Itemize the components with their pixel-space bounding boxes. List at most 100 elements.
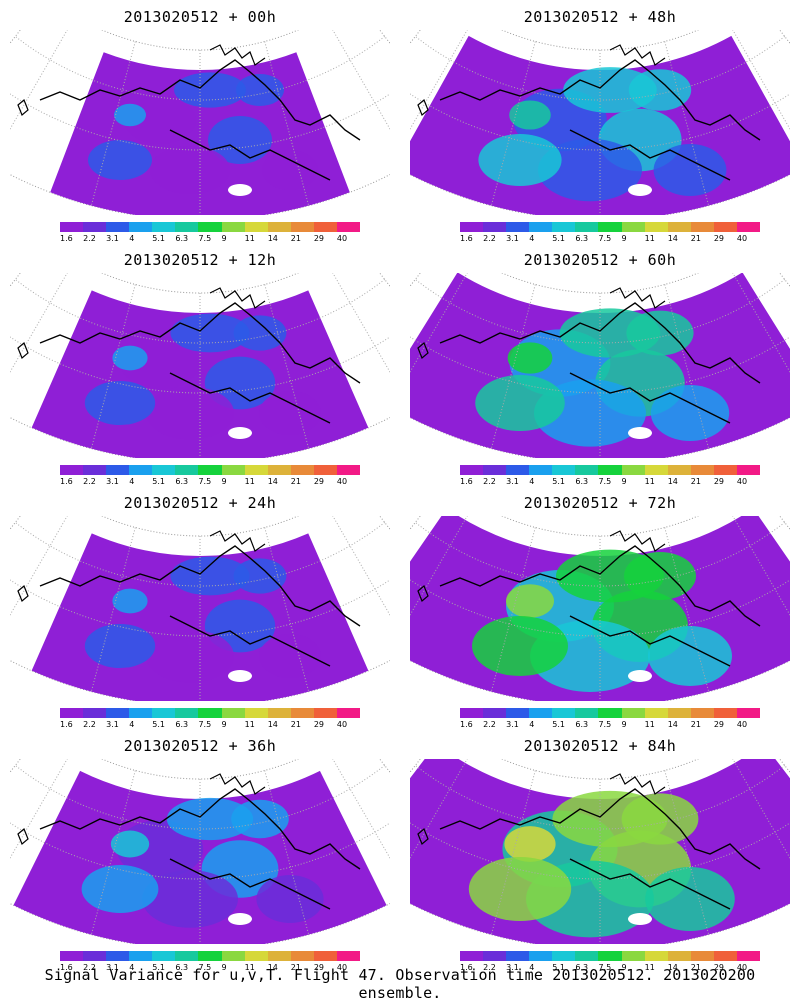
colorbar-swatch (667, 465, 691, 475)
missing-data-gap (228, 913, 252, 925)
colorbar-swatch (506, 708, 530, 718)
meridian-line (410, 273, 468, 374)
variance-blob (538, 138, 642, 202)
colorbar-swatch (460, 465, 484, 475)
colorbar-tick-label: 4 (529, 963, 535, 972)
meridian-line (10, 30, 68, 131)
island-outline (17, 44, 266, 116)
colorbar-swatch (83, 222, 107, 232)
colorbar-swatch (290, 222, 314, 232)
colorbar-tick-label: 1.6 (460, 234, 473, 243)
colorbar-swatch (152, 465, 176, 475)
colorbar-tick-label: 40 (336, 477, 348, 486)
colorbar-swatch (552, 708, 576, 718)
colorbar-tick-label: 9 (221, 477, 227, 486)
colorbar-tick-label: 4 (129, 477, 135, 486)
variance-blob (648, 626, 732, 686)
variance-blob (146, 386, 234, 440)
meridian-line (264, 284, 310, 449)
map-panel: 2013020512 + 60h 1.6 2.2 3.1 4 5.1 6.3 7.5 9 11 14… (400, 243, 800, 486)
colorbar-swatch (336, 465, 361, 475)
colorbar-swatch (644, 222, 668, 232)
colorbar-tick-label: 5.1 (152, 234, 166, 243)
variance-blob (507, 342, 553, 374)
colorbar-swatch (644, 465, 668, 475)
colorbar-swatch (244, 951, 268, 961)
colorbar-tick-label: 2.2 (83, 234, 96, 243)
colorbar-tick-label: 40 (736, 720, 748, 729)
colorbar (60, 708, 361, 718)
colorbar-swatch (460, 222, 484, 232)
colorbar-tick-label: 7.5 (198, 477, 212, 486)
colorbar-swatch (60, 951, 84, 961)
missing-data-gap (228, 670, 252, 682)
colorbar-tick-label: 40 (336, 720, 348, 729)
colorbar-swatch (129, 951, 153, 961)
variance-blob (256, 875, 324, 923)
colorbar-swatch (198, 222, 222, 232)
parallel-line (414, 522, 786, 587)
panel-title: 2013020512 + 12h (123, 251, 277, 269)
meridian-line (410, 30, 468, 131)
parallel-line (414, 279, 786, 344)
colorbar-tick-label: 9 (221, 720, 227, 729)
colorbar-tick-label: 21 (290, 234, 301, 243)
variance-blob (166, 797, 254, 841)
colorbar (60, 222, 361, 232)
colorbar-tick-label: 29 (713, 720, 725, 729)
panel-title: 2013020512 + 48h (523, 8, 677, 26)
variance-map (10, 516, 390, 701)
variance-blob (114, 103, 146, 127)
colorbar-swatch (506, 951, 530, 961)
variance-blob (112, 588, 148, 614)
variance-blob (559, 308, 661, 358)
variance-blob (150, 146, 230, 194)
variance-blob (208, 116, 272, 164)
colorbar (60, 951, 361, 961)
colorbar-swatch (552, 465, 576, 475)
missing-data-gap (628, 427, 652, 439)
colorbar-swatch (175, 951, 199, 961)
variance-blob (233, 315, 287, 351)
colorbar-swatch (575, 708, 599, 718)
colorbar-tick-label: 11 (644, 477, 655, 486)
colorbar-swatch (483, 222, 507, 232)
colorbar-tick-label: 2.2 (83, 477, 96, 486)
colorbar (460, 951, 761, 961)
colorbar-tick-label: 40 (336, 963, 348, 972)
missing-data-gap (628, 670, 652, 682)
meridian-line (732, 273, 790, 374)
colorbar-swatch (313, 951, 337, 961)
variance-map (10, 273, 390, 458)
variance-blob (142, 870, 238, 928)
colorbar-tick-label: 14 (667, 720, 678, 729)
colorbar-swatch (336, 951, 361, 961)
colorbar-tick-label: 14 (667, 234, 678, 243)
colorbar-tick-label: 21 (690, 477, 701, 486)
missing-data-gap (228, 427, 252, 439)
colorbar-swatch (244, 708, 268, 718)
colorbar-tick-label: 4 (529, 720, 535, 729)
colorbar-swatch (221, 222, 245, 232)
colorbar (460, 708, 761, 718)
colorbar-swatch (736, 465, 761, 475)
colorbar-tick-label: 6.3 (575, 963, 589, 972)
colorbar-tick-label: 7.5 (598, 477, 612, 486)
colorbar-swatch (152, 222, 176, 232)
parallel-line (14, 765, 386, 830)
colorbar-tick-label: 3.1 (506, 720, 519, 729)
variance-blob (552, 790, 668, 848)
colorbar-tick-label: 29 (713, 234, 725, 243)
colorbar-swatch (483, 465, 507, 475)
colorbar-swatch (106, 222, 130, 232)
variance-blob (504, 826, 556, 862)
colorbar-swatch (313, 222, 337, 232)
meridian-line (10, 273, 68, 374)
colorbar-tick-label: 11 (644, 720, 655, 729)
colorbar-tick-label: 9 (221, 234, 227, 243)
colorbar-tick-label: 3.1 (506, 234, 519, 243)
island-outline (417, 44, 666, 116)
variance-blob (146, 629, 234, 683)
colorbar-swatch (83, 708, 107, 718)
colorbar-swatch (460, 708, 484, 718)
